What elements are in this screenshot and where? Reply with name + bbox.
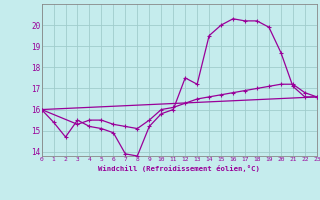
- X-axis label: Windchill (Refroidissement éolien,°C): Windchill (Refroidissement éolien,°C): [98, 165, 260, 172]
